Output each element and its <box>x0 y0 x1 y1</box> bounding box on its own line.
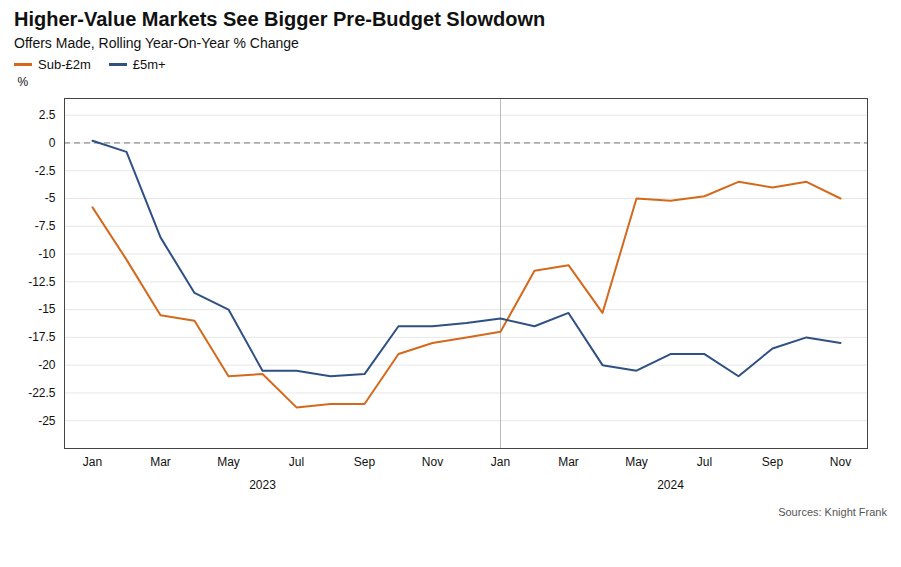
svg-text:Jan: Jan <box>83 455 102 469</box>
svg-text:-17.5: -17.5 <box>28 330 56 344</box>
svg-text:Sep: Sep <box>354 455 376 469</box>
svg-text:Jan: Jan <box>491 455 510 469</box>
svg-text:Mar: Mar <box>558 455 579 469</box>
html-text:Sub-£2m: Sub-£2m <box>38 57 91 72</box>
html-text:Higher-Value Markets See Bigge: Higher-Value Markets See Bigger Pre-Budg… <box>14 8 546 30</box>
svg-text:Sep: Sep <box>762 455 784 469</box>
svg-text:2023: 2023 <box>249 478 276 492</box>
svg-text:2.5: 2.5 <box>39 108 56 122</box>
svg-text:0: 0 <box>49 136 56 150</box>
svg-text:-20: -20 <box>38 358 56 372</box>
svg-text:Jul: Jul <box>289 455 304 469</box>
html-text:Offers Made, Rolling Year-On-Y: Offers Made, Rolling Year-On-Year % Chan… <box>14 35 299 51</box>
svg-text:-7.5: -7.5 <box>35 219 56 233</box>
svg-text:-22.5: -22.5 <box>28 386 56 400</box>
svg-text:-10: -10 <box>38 247 56 261</box>
svg-text:-25: -25 <box>38 414 56 428</box>
svg-text:Nov: Nov <box>422 455 443 469</box>
svg-text:Mar: Mar <box>150 455 171 469</box>
svg-text:-2.5: -2.5 <box>35 164 56 178</box>
svg-text:Nov: Nov <box>830 455 851 469</box>
html-text:£5m+: £5m+ <box>132 57 166 72</box>
svg-text:-12.5: -12.5 <box>28 275 56 289</box>
svg-text:May: May <box>625 455 648 469</box>
svg-text:Jul: Jul <box>697 455 712 469</box>
svg-text:-5: -5 <box>45 191 56 205</box>
html-text:Sources: Knight Frank: Sources: Knight Frank <box>778 506 887 518</box>
svg-text:-15: -15 <box>38 302 56 316</box>
svg-text:2024: 2024 <box>657 478 684 492</box>
svg-text:May: May <box>217 455 240 469</box>
svg-text:%: % <box>18 75 29 89</box>
